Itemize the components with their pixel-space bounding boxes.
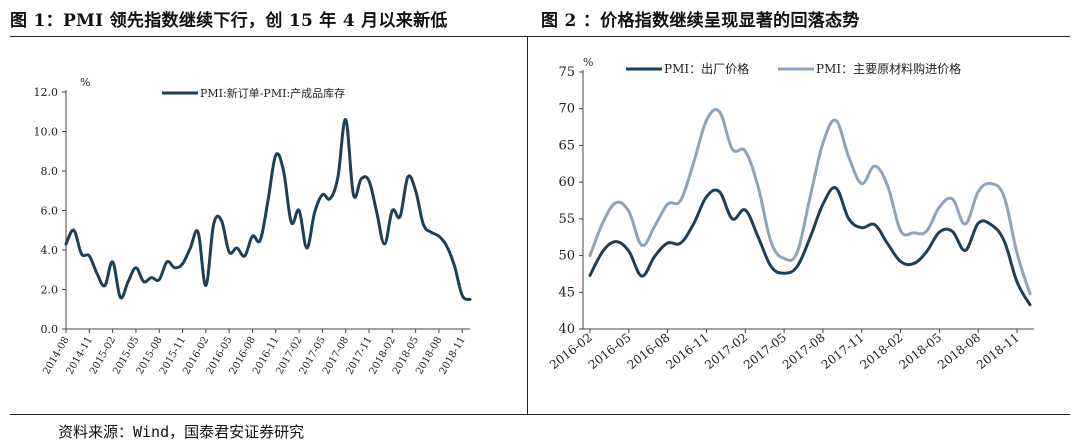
y-tick-label: 10.0: [34, 126, 59, 139]
x-tick-label: 2017-08: [780, 330, 828, 372]
series-line-1: [588, 186, 1032, 307]
x-tick-label: 2018-08: [935, 330, 983, 372]
series-line-1: [64, 118, 472, 301]
legend-label-2: PMI：主要原材料购进价格: [816, 61, 961, 76]
y-tick-label: 2.0: [41, 284, 59, 297]
source-note: 资料来源：Wind，国泰君安证券研究: [58, 423, 305, 441]
y-tick-label: 75: [558, 65, 575, 80]
figure-1-title: 图 1：PMI 领先指数继续下行，创 15 年 4 月以来新低: [10, 11, 448, 31]
footer-divider: [10, 414, 1070, 415]
figure-2-title: 图 2 ：价格指数继续呈现显著的回落态势: [541, 11, 860, 31]
y-tick-label: 60: [558, 175, 575, 190]
y-tick-label: 50: [558, 249, 575, 264]
header-divider: [10, 36, 1070, 37]
y-unit-label: %: [583, 56, 593, 69]
x-tick-label: 2018-05: [896, 330, 944, 372]
pmi-lead-index-chart: 0.02.04.06.08.010.012.02014-082014-11201…: [34, 76, 472, 376]
y-tick-label: 12.0: [34, 86, 59, 99]
y-tick-label: 45: [558, 285, 575, 300]
series-line-2: [588, 108, 1032, 296]
y-tick-label: 4.0: [41, 244, 59, 257]
x-tick-label: 2017-11: [819, 330, 867, 372]
x-tick-label: 2017-02: [702, 330, 750, 372]
y-tick-label: 70: [558, 102, 575, 117]
x-tick-label: 2016-11: [663, 330, 711, 372]
legend-label-1: PMI：出厂价格: [664, 61, 749, 76]
y-tick-label: 8.0: [41, 165, 59, 178]
y-tick-label: 40: [558, 322, 575, 337]
price-index-chart: 40455055606570752016-022016-052016-08201…: [547, 56, 1034, 372]
y-tick-label: 55: [558, 212, 575, 227]
x-tick-label: 2016-05: [586, 330, 634, 372]
x-tick-label: 2018-02: [858, 330, 906, 372]
x-tick-label: 2018-11: [974, 330, 1022, 372]
y-tick-label: 65: [558, 138, 575, 153]
y-unit-label: %: [80, 76, 90, 89]
y-tick-label: 0.0: [41, 323, 59, 336]
panel-separator: [527, 37, 528, 414]
x-tick-label: 2017-05: [741, 330, 789, 372]
legend-label-1: PMI:新订单-PMI:产成品库存: [200, 86, 345, 100]
y-tick-label: 6.0: [41, 205, 59, 218]
x-tick-label: 2016-08: [625, 330, 673, 372]
